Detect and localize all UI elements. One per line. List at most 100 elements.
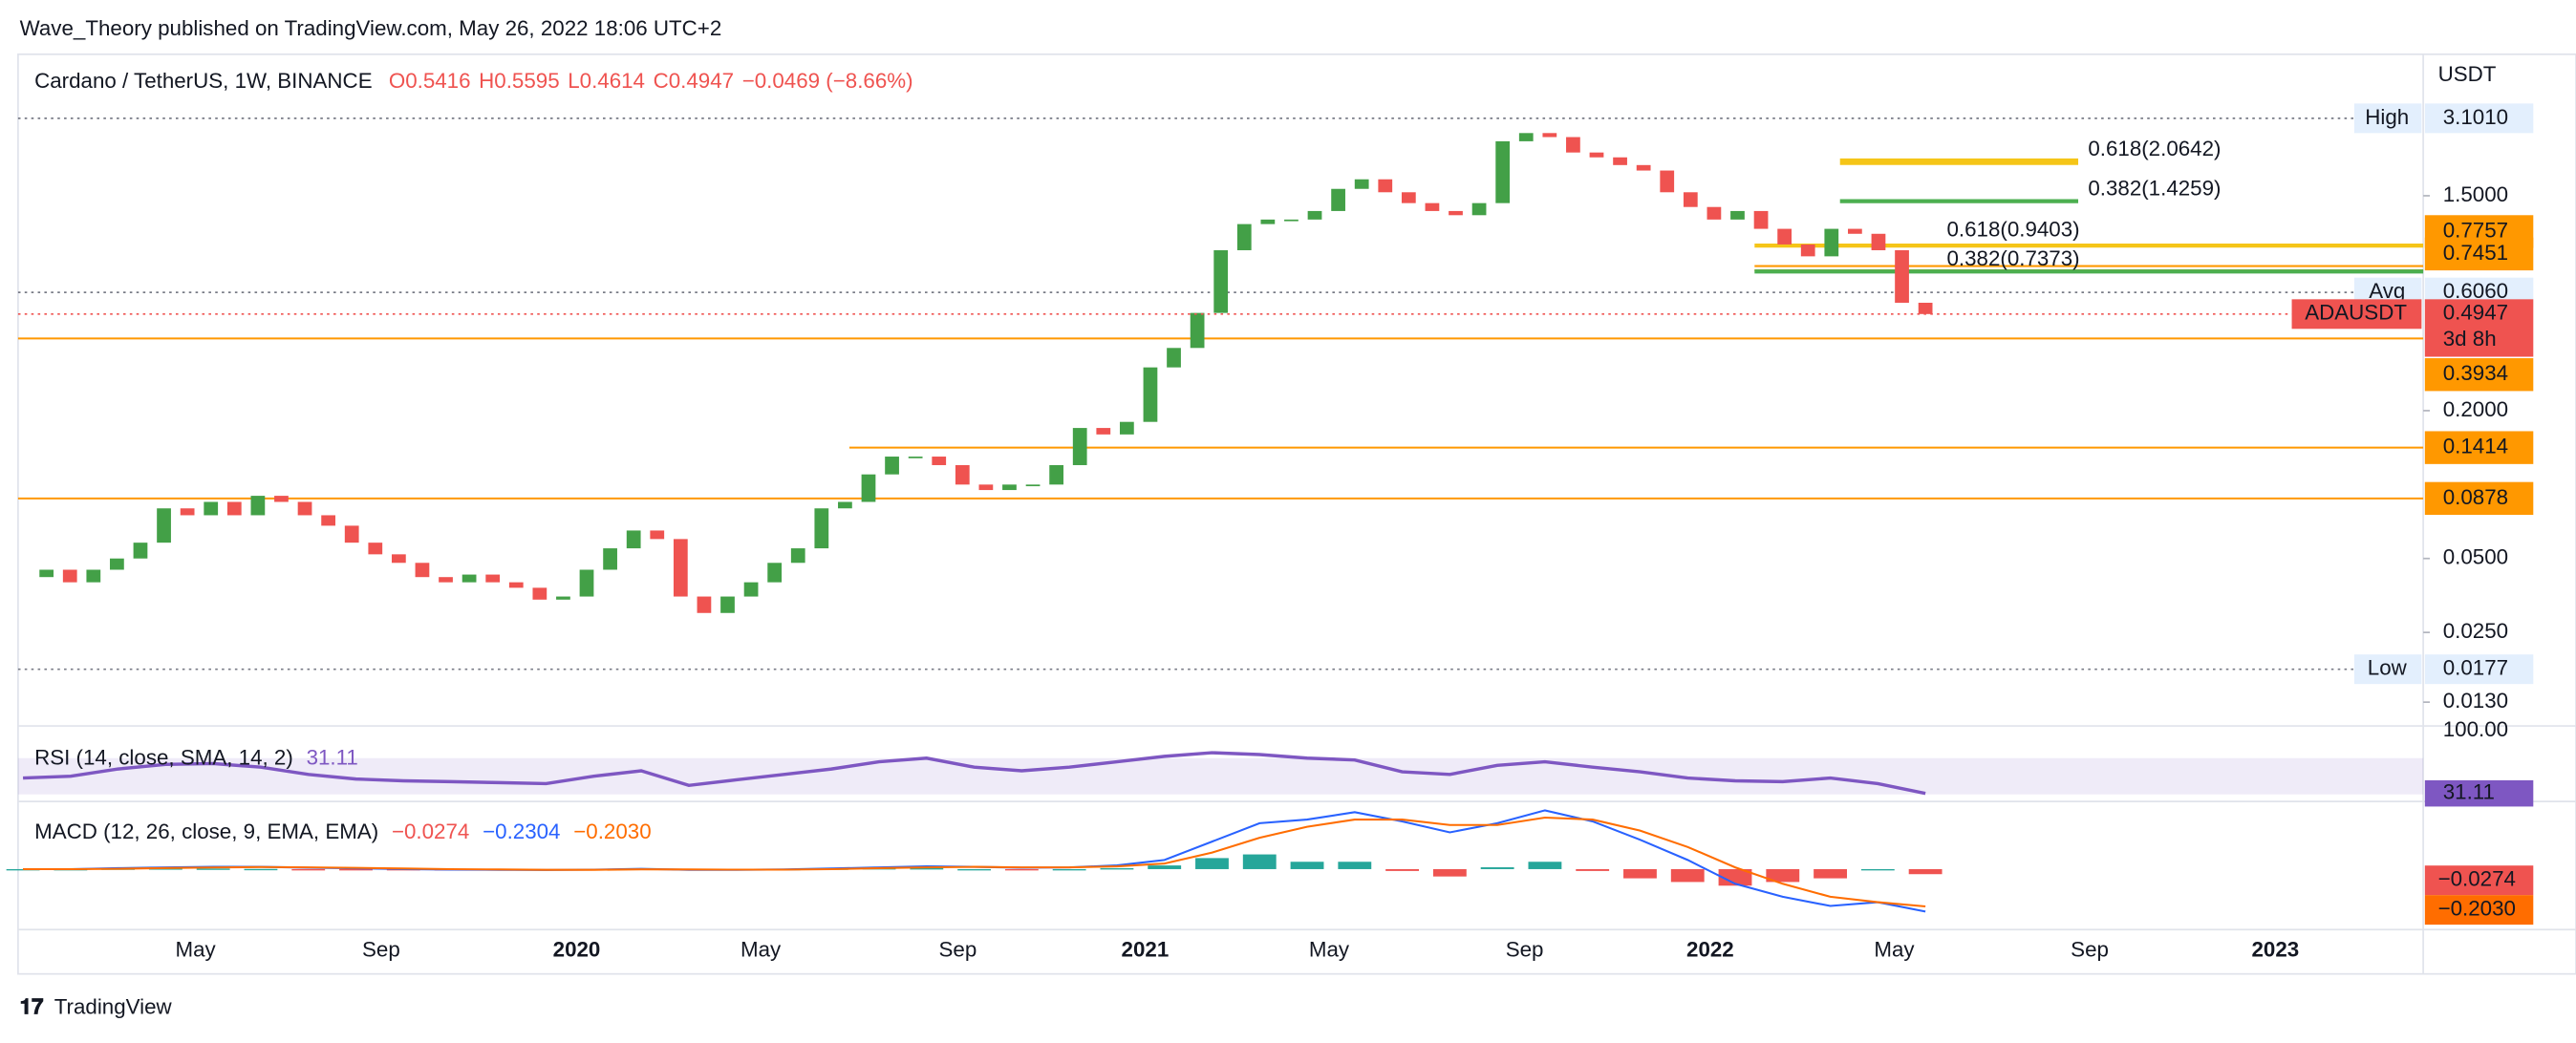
footer-logo: TradingView bbox=[54, 995, 173, 1019]
x-tick-label: Sep bbox=[362, 938, 400, 962]
x-tick-label: Sep bbox=[939, 938, 977, 962]
level-tag-bg bbox=[2424, 358, 2534, 392]
level-tag: 0.1414 bbox=[2443, 435, 2508, 458]
level-tag-bg bbox=[2424, 481, 2534, 516]
candle-body bbox=[157, 508, 171, 543]
macd-histogram-bar bbox=[148, 868, 182, 870]
ohlc-value: C0.4947 bbox=[654, 69, 734, 93]
macd-histogram-bar bbox=[1623, 868, 1657, 879]
ohlc-value: O0.5416 bbox=[389, 69, 471, 93]
candle-body bbox=[767, 563, 783, 583]
rsi-tag-bg bbox=[2424, 779, 2534, 807]
candle-body bbox=[1260, 219, 1276, 224]
macd-histogram-bar bbox=[1908, 868, 1943, 875]
fib-label: 0.382(1.4259) bbox=[2088, 176, 2221, 200]
candle-body bbox=[1848, 228, 1862, 234]
candle-body bbox=[226, 501, 242, 516]
publisher: Wave_Theory published on TradingView.com… bbox=[20, 16, 722, 40]
macd-histogram-bar bbox=[1670, 868, 1705, 883]
x-tick-label: 2020 bbox=[553, 938, 601, 962]
candle-body bbox=[1753, 210, 1769, 229]
candle-body bbox=[133, 543, 148, 559]
candle-body bbox=[1824, 228, 1839, 257]
y-tick-label: 1.5000 bbox=[2443, 182, 2508, 206]
macd-histogram-bar bbox=[1338, 862, 1372, 869]
candle-body bbox=[1495, 140, 1511, 203]
candle-body bbox=[415, 563, 430, 578]
macd-hist-tag-bg bbox=[2424, 865, 2534, 896]
macd-histogram-bar bbox=[1242, 854, 1277, 869]
level-tag-bg bbox=[2424, 237, 2534, 271]
x-tick-label: May bbox=[1874, 938, 1915, 962]
y-tick-label: 0.2000 bbox=[2443, 397, 2508, 421]
x-tick-label: May bbox=[1309, 938, 1350, 962]
candle-body bbox=[1213, 249, 1229, 313]
candle-body bbox=[1002, 484, 1017, 491]
x-tick-label: May bbox=[741, 938, 782, 962]
candle-body bbox=[908, 457, 923, 458]
candle-body bbox=[1143, 367, 1158, 422]
candle-body bbox=[697, 596, 712, 613]
high-name-bg bbox=[2353, 103, 2422, 134]
candle-body bbox=[1378, 179, 1393, 193]
macd-histogram-bar bbox=[244, 868, 278, 871]
candle-body bbox=[1895, 249, 1909, 303]
candle-body bbox=[1660, 170, 1675, 193]
candle-body bbox=[1777, 228, 1792, 245]
candle-body bbox=[1401, 192, 1416, 203]
macd-histogram-bar bbox=[1814, 868, 1847, 879]
candle-body bbox=[1707, 206, 1722, 220]
x-tick-label: 2023 bbox=[2251, 938, 2299, 962]
candle-body bbox=[673, 539, 688, 597]
fib-label: 0.618(2.0642) bbox=[2088, 137, 2221, 160]
macd-histogram-bar bbox=[910, 867, 944, 870]
level-tag: 0.0878 bbox=[2443, 485, 2508, 509]
rsi-band bbox=[17, 757, 2424, 795]
ohlc-value: L0.4614 bbox=[568, 69, 645, 93]
avg-name: Avg bbox=[2369, 279, 2405, 303]
candle-body bbox=[579, 569, 594, 597]
avg-value: 0.6060 bbox=[2443, 279, 2508, 303]
candle-body bbox=[1542, 133, 1557, 138]
level-tag: 0.3934 bbox=[2443, 361, 2508, 385]
candle-body bbox=[1518, 133, 1534, 141]
last-price: 0.4947 bbox=[2443, 301, 2508, 325]
candle-body bbox=[861, 474, 876, 502]
macd-legend: MACD (12, 26, close, 9, EMA, EMA) −0.0274… bbox=[34, 820, 652, 843]
rsi-tick-label: 100.00 bbox=[2443, 717, 2508, 741]
macd-signal-value: −0.2030 bbox=[573, 820, 651, 843]
rsi-legend: RSI (14, close, SMA, 14, 2) 31.11 bbox=[34, 745, 358, 769]
candle-body bbox=[1025, 484, 1041, 487]
candle-body bbox=[603, 548, 617, 570]
macd-hist-tag: −0.0274 bbox=[2438, 867, 2516, 891]
candle-body bbox=[1566, 137, 1580, 153]
rsi-title: RSI (14, close, SMA, 14, 2) bbox=[34, 745, 293, 769]
candle-body bbox=[1918, 302, 1933, 314]
candle-body bbox=[321, 515, 335, 526]
macd-title: MACD (12, 26, close, 9, EMA, EMA) bbox=[34, 820, 378, 843]
macd-histogram-bar bbox=[1290, 862, 1324, 869]
candle-body bbox=[743, 582, 759, 597]
x-tick-label: 2022 bbox=[1686, 938, 1734, 962]
last-price-bg bbox=[2424, 299, 2534, 357]
macd-value: −0.2304 bbox=[483, 820, 560, 843]
candle-body bbox=[532, 587, 547, 600]
y-tick-label: 0.0500 bbox=[2443, 545, 2508, 569]
macd-histogram-bar bbox=[1766, 868, 1800, 883]
candle-body bbox=[439, 577, 453, 583]
candle-body bbox=[838, 501, 852, 509]
candle-body bbox=[274, 496, 289, 502]
macd-histogram-bar bbox=[339, 868, 373, 871]
candle-body bbox=[790, 548, 805, 564]
candle-body bbox=[485, 574, 501, 583]
macd-histogram-bar bbox=[1148, 865, 1182, 869]
macd-histogram-bar bbox=[1528, 862, 1562, 869]
frame bbox=[17, 53, 2576, 975]
fib-label: 0.382(0.7373) bbox=[1946, 246, 2079, 270]
candle-body bbox=[1284, 219, 1299, 222]
candle-body bbox=[110, 558, 124, 570]
high-name: High bbox=[2365, 105, 2409, 129]
candle-body bbox=[62, 569, 77, 583]
candle-body bbox=[650, 530, 665, 540]
